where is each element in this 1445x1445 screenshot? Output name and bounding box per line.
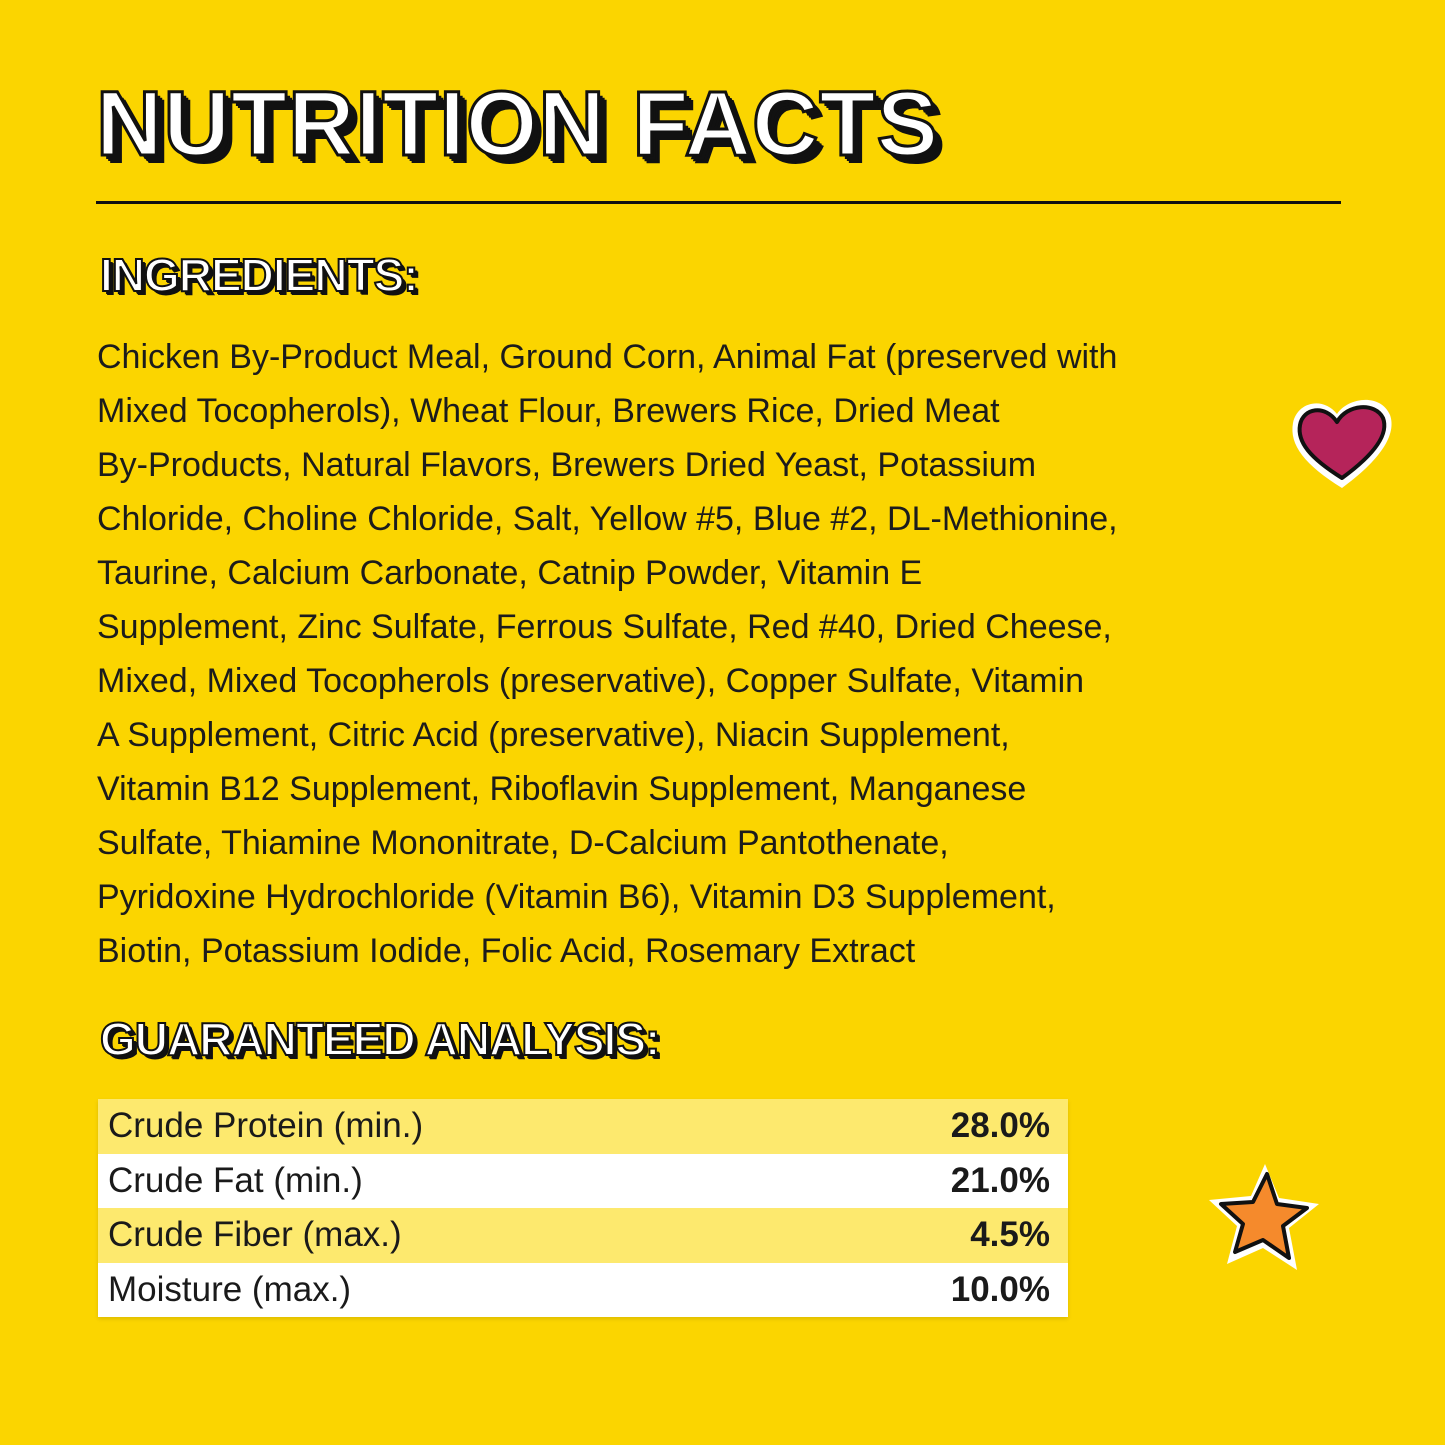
row-label: Crude Protein (min.) — [108, 1106, 424, 1146]
row-label: Crude Fiber (max.) — [108, 1215, 402, 1255]
ingredients-line: Biotin, Potassium Iodide, Folic Acid, Ro… — [97, 932, 916, 970]
analysis-heading: GUARANTEED ANALYSIS: — [99, 1012, 661, 1066]
row-value: 10.0% — [950, 1269, 1050, 1309]
analysis-table: Crude Protein (min.) 28.0% Crude Fat (mi… — [98, 1099, 1068, 1317]
ingredients-line: Chloride, Choline Chloride, Salt, Yellow… — [97, 500, 1118, 538]
ingredients-line: By-Products, Natural Flavors, Brewers Dr… — [97, 446, 1037, 484]
table-row: Crude Fat (min.) 21.0% — [98, 1153, 1068, 1208]
ingredients-line: Supplement, Zinc Sulfate, Ferrous Sulfat… — [97, 608, 1112, 646]
ingredients-line: Chicken By-Product Meal, Ground Corn, An… — [97, 338, 1118, 376]
row-label: Moisture (max.) — [108, 1269, 352, 1309]
star-icon — [1209, 1164, 1319, 1270]
row-value: 4.5% — [970, 1215, 1050, 1255]
row-value: 21.0% — [950, 1160, 1050, 1200]
table-row: Moisture (max.) 10.0% — [98, 1262, 1068, 1317]
table-row: Crude Fiber (max.) 4.5% — [98, 1208, 1068, 1263]
row-value: 28.0% — [950, 1106, 1050, 1146]
table-row: Crude Protein (min.) 28.0% — [98, 1099, 1068, 1154]
title-divider — [96, 201, 1341, 204]
heart-icon — [1292, 399, 1392, 488]
ingredients-heading: INGREDIENTS: — [99, 248, 420, 302]
ingredients-line: Mixed, Mixed Tocopherols (preservative),… — [97, 662, 1085, 700]
row-label: Crude Fat (min.) — [108, 1160, 363, 1200]
ingredients-line: Taurine, Calcium Carbonate, Catnip Powde… — [97, 554, 923, 592]
ingredients-line: Mixed Tocopherols), Wheat Flour, Brewers… — [97, 392, 1000, 430]
page-title: NUTRITION FACTS — [95, 72, 940, 177]
ingredients-line: Pyridoxine Hydrochloride (Vitamin B6), V… — [97, 878, 1056, 916]
ingredients-list: Chicken By-Product Meal, Ground Corn, An… — [97, 330, 1118, 978]
ingredients-line: Vitamin B12 Supplement, Riboflavin Suppl… — [97, 770, 1027, 808]
ingredients-line: Sulfate, Thiamine Mononitrate, D-Calcium… — [97, 824, 949, 862]
ingredients-line: A Supplement, Citric Acid (preservative)… — [97, 716, 1010, 754]
